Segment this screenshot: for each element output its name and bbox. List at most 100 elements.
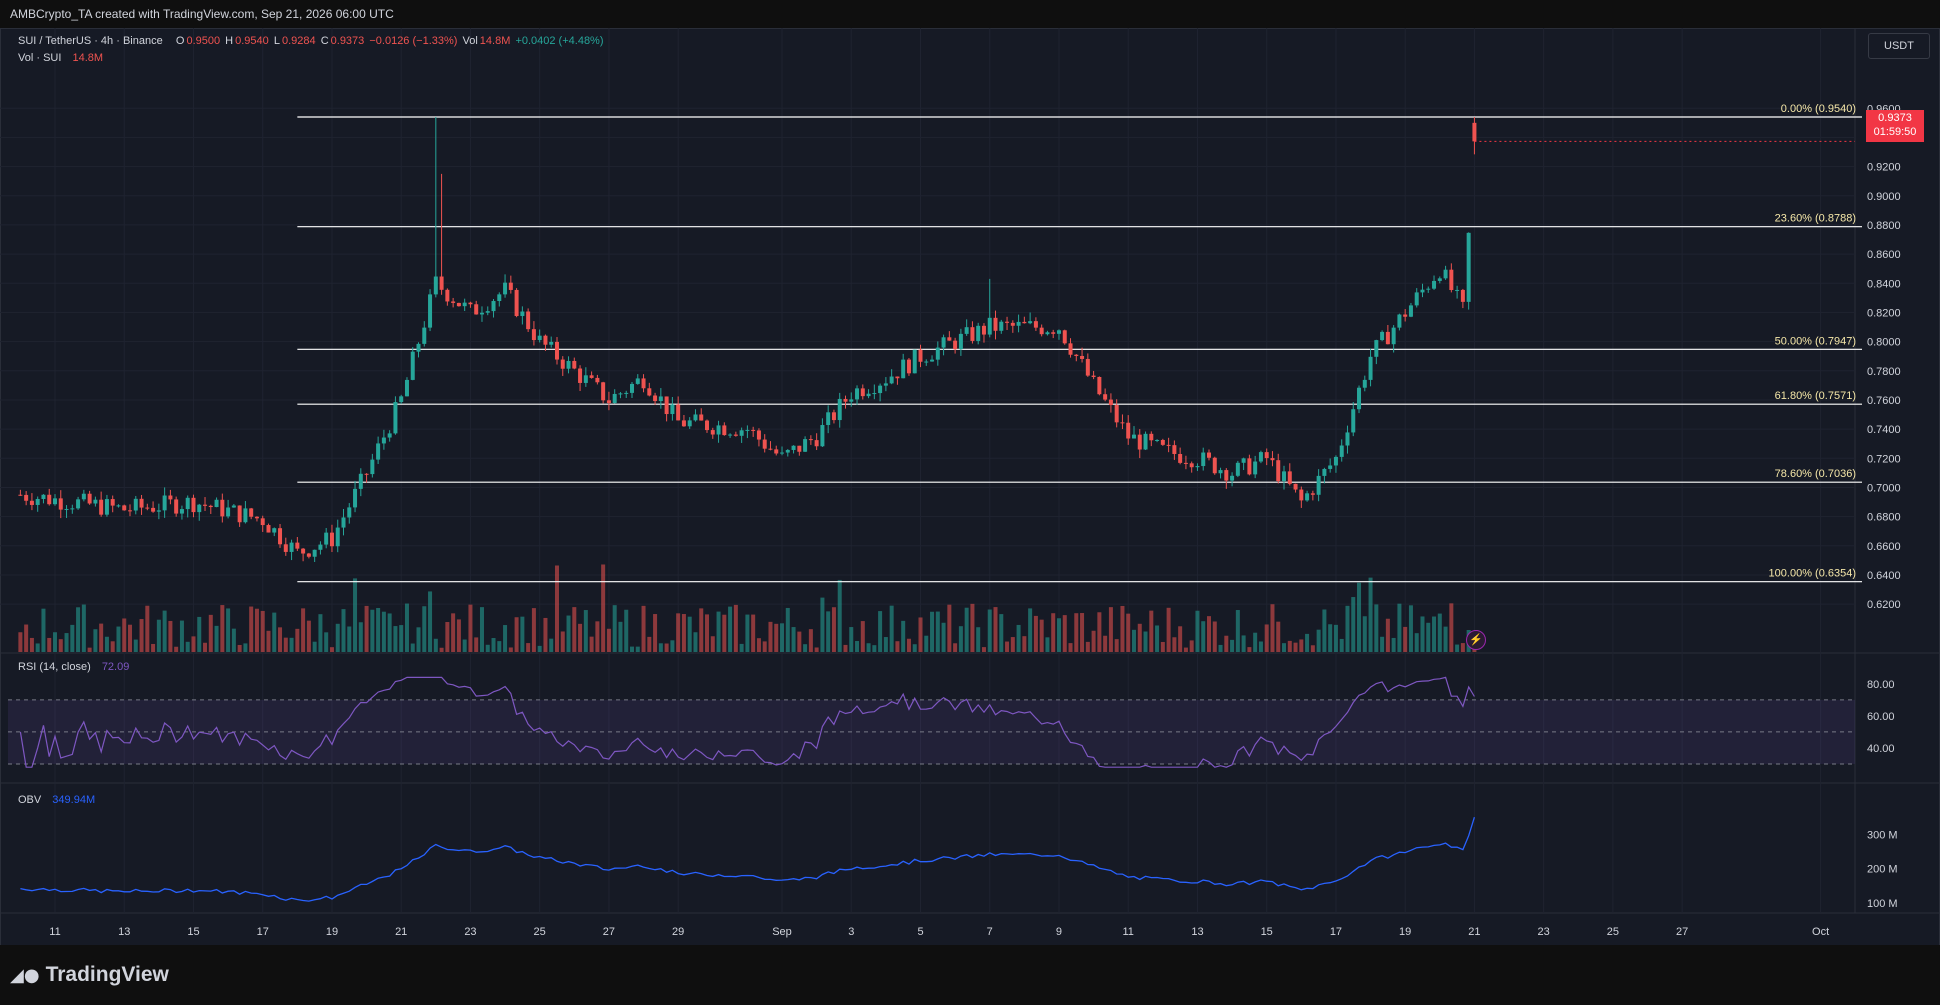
- candle-body: [705, 420, 710, 431]
- candle-body: [981, 325, 986, 335]
- candle-body: [554, 341, 559, 360]
- candle-body: [312, 549, 317, 557]
- candle-body: [739, 430, 744, 436]
- volume-bar: [554, 565, 559, 652]
- candle-body: [29, 500, 34, 505]
- candle-body: [1437, 278, 1442, 281]
- volume-bar: [139, 619, 144, 652]
- chart-canvas[interactable]: 11 13 15 17 19 21 23 25 27 29 Sep 3 5 7 9 11 13 15 17 19 21 2…: [0, 28, 1940, 945]
- candle-body: [1449, 269, 1454, 291]
- candle-body: [1080, 355, 1085, 359]
- open-value: 0.9500: [186, 35, 221, 47]
- candle-body: [676, 404, 681, 421]
- volume-bar: [254, 608, 259, 652]
- volume-bar: [399, 625, 404, 652]
- volume-bar: [1293, 642, 1298, 652]
- volume-bar: [381, 611, 386, 652]
- close-value: 0.9373: [330, 35, 365, 47]
- candle-body: [756, 430, 761, 440]
- volume-bar: [422, 606, 427, 652]
- volume-bar: [710, 636, 715, 652]
- volume-bar: [220, 605, 225, 652]
- candle-body: [549, 341, 554, 345]
- volume-bar: [58, 639, 63, 652]
- chart-layers: 11 13 15 17 19 21 23 25 27 29 Sep 3 5 7 9 11 13 15 17 19 21 2…: [0, 28, 1940, 938]
- top-bar: AMBCrypto_TA created with TradingView.co…: [0, 0, 1940, 28]
- volume-bar: [376, 607, 381, 652]
- volume-bar: [578, 623, 583, 652]
- obv-label[interactable]: OBV: [18, 794, 42, 806]
- volume-bar: [353, 578, 358, 652]
- candle-body: [237, 505, 242, 523]
- candle-body: [1270, 458, 1275, 461]
- candle-body: [1178, 454, 1183, 463]
- candle-body: [578, 368, 583, 383]
- candle-body: [670, 404, 675, 415]
- volume-bar: [733, 604, 738, 652]
- volume-bar: [1080, 613, 1085, 652]
- price-tick-label: 0.8000: [1867, 337, 1901, 349]
- currency-button[interactable]: USDT: [1868, 33, 1930, 59]
- volume-bar: [895, 641, 900, 652]
- volume-bar: [1351, 597, 1356, 652]
- x-tick-label: 25: [534, 926, 546, 938]
- volume-bar: [1253, 632, 1258, 652]
- tradingview-logo[interactable]: ◢● TradingView: [10, 963, 169, 987]
- rsi-label[interactable]: RSI (14, close): [18, 661, 91, 673]
- candle-body: [151, 507, 156, 512]
- volume-bar: [474, 637, 479, 652]
- candle-body: [1264, 452, 1269, 459]
- candle-body: [404, 379, 409, 397]
- candle-body: [1143, 433, 1148, 450]
- volume-bar: [41, 608, 46, 652]
- candle-body: [1103, 394, 1108, 400]
- volume-bar: [1408, 605, 1413, 652]
- candle-body: [1420, 289, 1425, 293]
- volume-bar: [664, 643, 669, 652]
- volume-bar: [653, 614, 658, 652]
- volume-bar: [647, 636, 652, 652]
- x-tick-label: 23: [464, 926, 476, 938]
- obv-tick-label: 300 M: [1867, 829, 1898, 841]
- x-tick-label: 11: [1123, 926, 1134, 938]
- candle-body: [1033, 321, 1038, 328]
- volume-bar: [797, 631, 802, 652]
- volume-bar: [860, 621, 865, 652]
- candle-body: [104, 499, 109, 515]
- volume-bar: [479, 607, 484, 652]
- price-tick-label: 0.6600: [1867, 541, 1901, 553]
- candle-body: [53, 498, 57, 505]
- volume-label[interactable]: Vol · SUI: [18, 52, 62, 64]
- volume-bar: [803, 644, 808, 652]
- candle-body: [289, 542, 294, 552]
- volume-bar: [145, 605, 150, 652]
- candle-body: [1155, 440, 1160, 442]
- candle-body: [47, 494, 52, 505]
- volume-bar: [681, 614, 686, 652]
- candle-body: [843, 398, 848, 402]
- candle-body: [1455, 289, 1460, 291]
- candle-body: [1258, 452, 1263, 462]
- candle-body: [254, 516, 259, 519]
- candle-body: [1028, 321, 1033, 324]
- candle-body: [762, 439, 767, 449]
- volume-bar: [1022, 636, 1027, 652]
- volume-bar: [618, 621, 623, 652]
- lightning-icon[interactable]: ⚡: [1466, 630, 1486, 650]
- candle-body: [393, 402, 398, 434]
- candle-body: [716, 425, 721, 435]
- candle-body: [353, 488, 358, 508]
- candle-body: [993, 317, 998, 331]
- volume-bar: [1212, 621, 1217, 652]
- obv-value: 349.94M: [52, 794, 96, 806]
- volume-bar: [116, 626, 121, 652]
- candle-body: [364, 473, 369, 475]
- volume-bar: [572, 607, 577, 652]
- candle-body: [1443, 269, 1448, 279]
- symbol-label[interactable]: SUI / TetherUS · 4h · Binance: [18, 35, 163, 47]
- price-tick-label: 0.7200: [1867, 453, 1901, 465]
- candle-body: [1137, 434, 1142, 450]
- candle-body: [428, 294, 433, 328]
- candle-body: [295, 542, 300, 549]
